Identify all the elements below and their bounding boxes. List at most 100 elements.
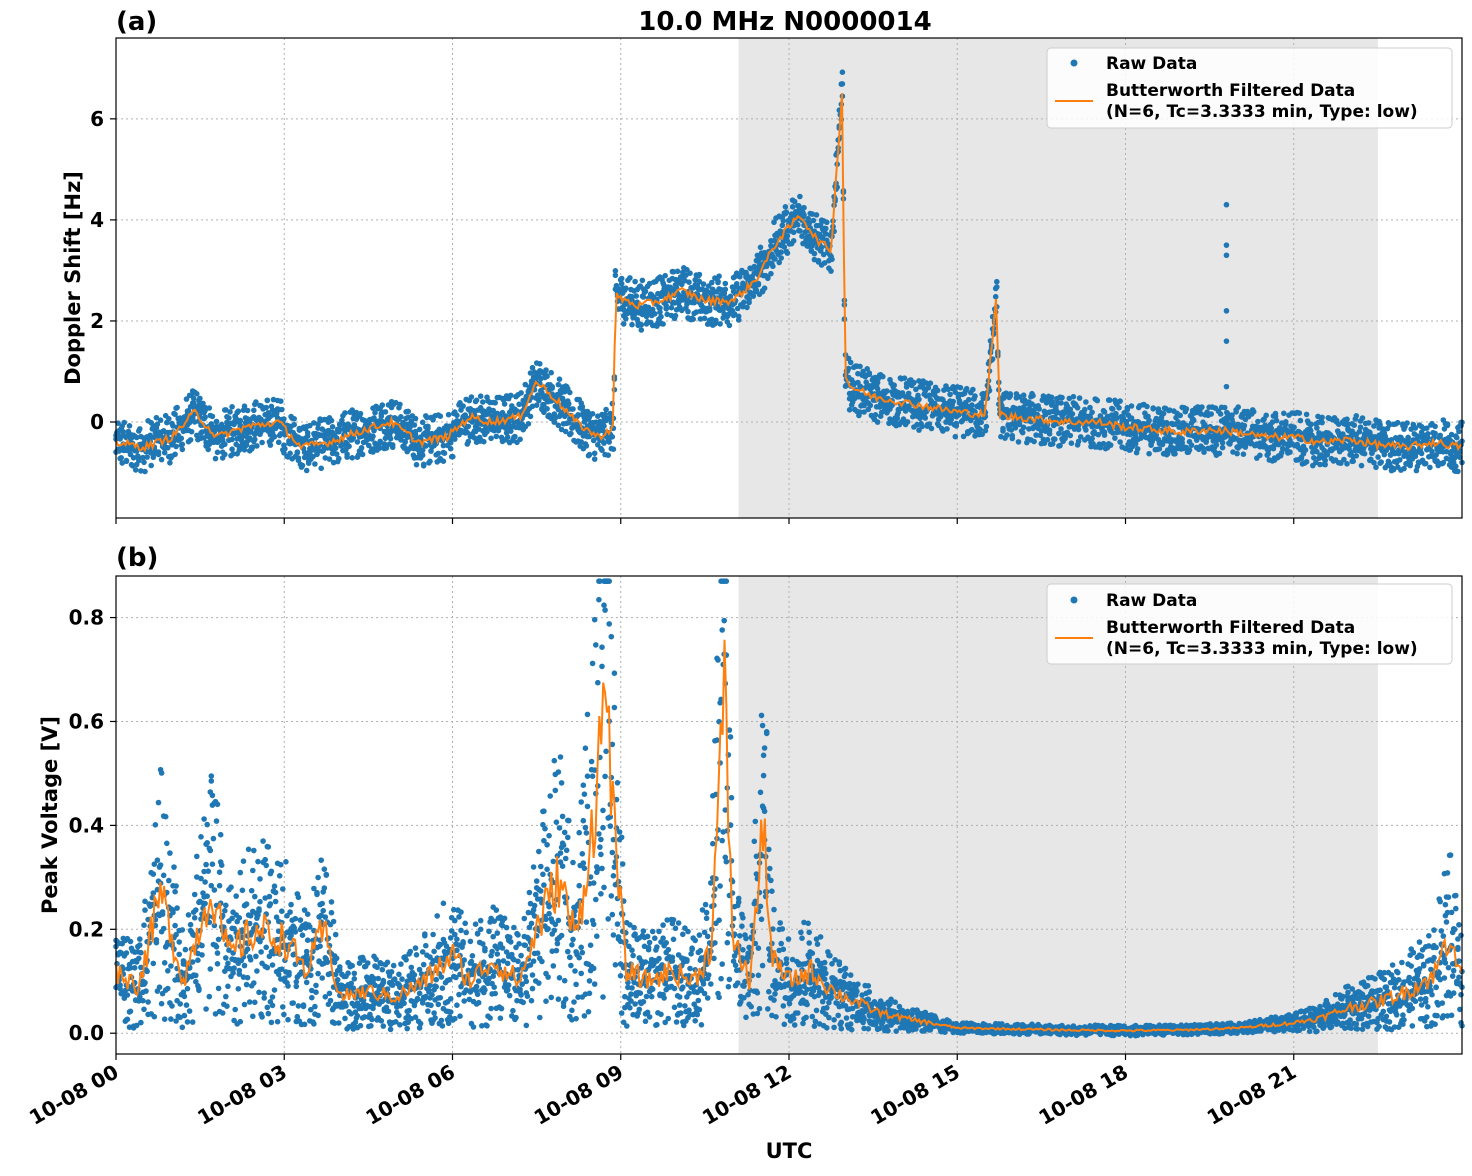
legend-filtered-label-line2: (N=6, Tc=3.3333 min, Type: low) [1106,102,1418,122]
raw-data-point [505,434,511,440]
raw-data-point [823,226,829,232]
raw-data-point [452,918,458,924]
raw-data-point [270,994,276,1000]
raw-data-point [313,989,319,995]
raw-data-point [161,926,167,932]
raw-data-point [210,861,216,867]
raw-data-point [348,981,354,987]
raw-data-point [408,949,414,955]
raw-data-point [613,268,619,274]
raw-data-point [167,460,173,466]
raw-data-point [663,306,669,312]
raw-data-point [211,836,217,842]
raw-data-point [402,439,408,445]
raw-data-point [723,281,729,287]
raw-data-point [302,1022,308,1028]
raw-data-point [251,848,257,854]
raw-data-point [381,1023,387,1029]
raw-data-point [469,394,475,400]
raw-data-point [191,396,197,402]
raw-data-point [287,451,293,457]
raw-data-point [225,961,231,967]
raw-data-point [1354,453,1360,459]
raw-data-point [254,968,260,974]
raw-data-point [216,937,222,943]
raw-data-point [140,998,146,1004]
raw-data-point [214,944,220,950]
raw-data-point [309,995,315,1001]
raw-data-point [566,401,572,407]
raw-data-point [138,950,144,956]
raw-data-point [1010,433,1016,439]
raw-data-point [192,915,198,921]
raw-data-point [875,419,881,425]
raw-data-point [673,313,679,319]
raw-data-point [643,289,649,295]
raw-data-point [1234,451,1240,457]
raw-data-point [148,463,154,469]
raw-data-point [212,887,218,893]
raw-data-point [352,976,358,982]
raw-data-point [317,943,323,949]
raw-data-point [1129,403,1135,409]
raw-data-point [244,901,250,907]
raw-data-point [481,439,487,445]
raw-data-point [1172,451,1178,457]
raw-data-point [425,1008,431,1014]
raw-data-point [494,434,500,440]
raw-data-point [296,1003,302,1009]
raw-data-point [652,311,658,317]
raw-data-point [183,947,189,953]
raw-data-point [156,452,162,458]
raw-data-point [279,908,285,914]
raw-data-point [619,281,625,287]
raw-data-point [1102,432,1108,438]
raw-data-point [1030,393,1036,399]
raw-data-point [1068,433,1074,439]
raw-data-point [781,218,787,224]
raw-data-point [345,970,351,976]
raw-data-point [441,901,447,907]
raw-data-point [199,952,205,958]
raw-data-point [406,1008,412,1014]
raw-data-point [1224,308,1230,314]
panel-a-legend: Raw Data Butterworth Filtered Data (N=6,… [1047,48,1452,128]
raw-data-point [255,859,261,865]
raw-data-point [180,927,186,933]
raw-data-point [315,1013,321,1019]
raw-data-point [1144,404,1150,410]
raw-data-point [414,462,420,468]
raw-data-point [1083,427,1089,433]
raw-data-point [301,1004,307,1010]
raw-data-point [950,399,956,405]
raw-data-point [216,986,222,992]
raw-data-point [439,974,445,980]
raw-data-point [270,962,276,968]
raw-data-point [1224,252,1230,258]
raw-data-point [657,309,663,315]
raw-data-point [840,69,846,75]
raw-data-point [168,963,174,969]
raw-data-point [460,939,466,945]
raw-data-point [448,1009,454,1015]
raw-data-point [425,424,431,430]
raw-data-point [182,994,188,1000]
raw-data-point [118,455,124,461]
raw-data-point [397,1022,403,1028]
raw-data-point [261,990,267,996]
raw-data-point [1455,469,1461,475]
raw-data-point [151,961,157,967]
raw-data-point [468,939,474,945]
raw-data-point [1083,399,1089,405]
raw-data-point [204,822,210,828]
raw-data-point [124,950,130,956]
raw-data-point [245,975,251,981]
raw-data-point [964,386,970,392]
raw-data-point [1112,435,1118,441]
raw-data-point [268,901,274,907]
raw-data-point [232,1007,238,1013]
raw-data-point [741,300,747,306]
raw-data-point [466,424,472,430]
raw-data-point [1116,405,1122,411]
raw-data-point [164,841,170,847]
